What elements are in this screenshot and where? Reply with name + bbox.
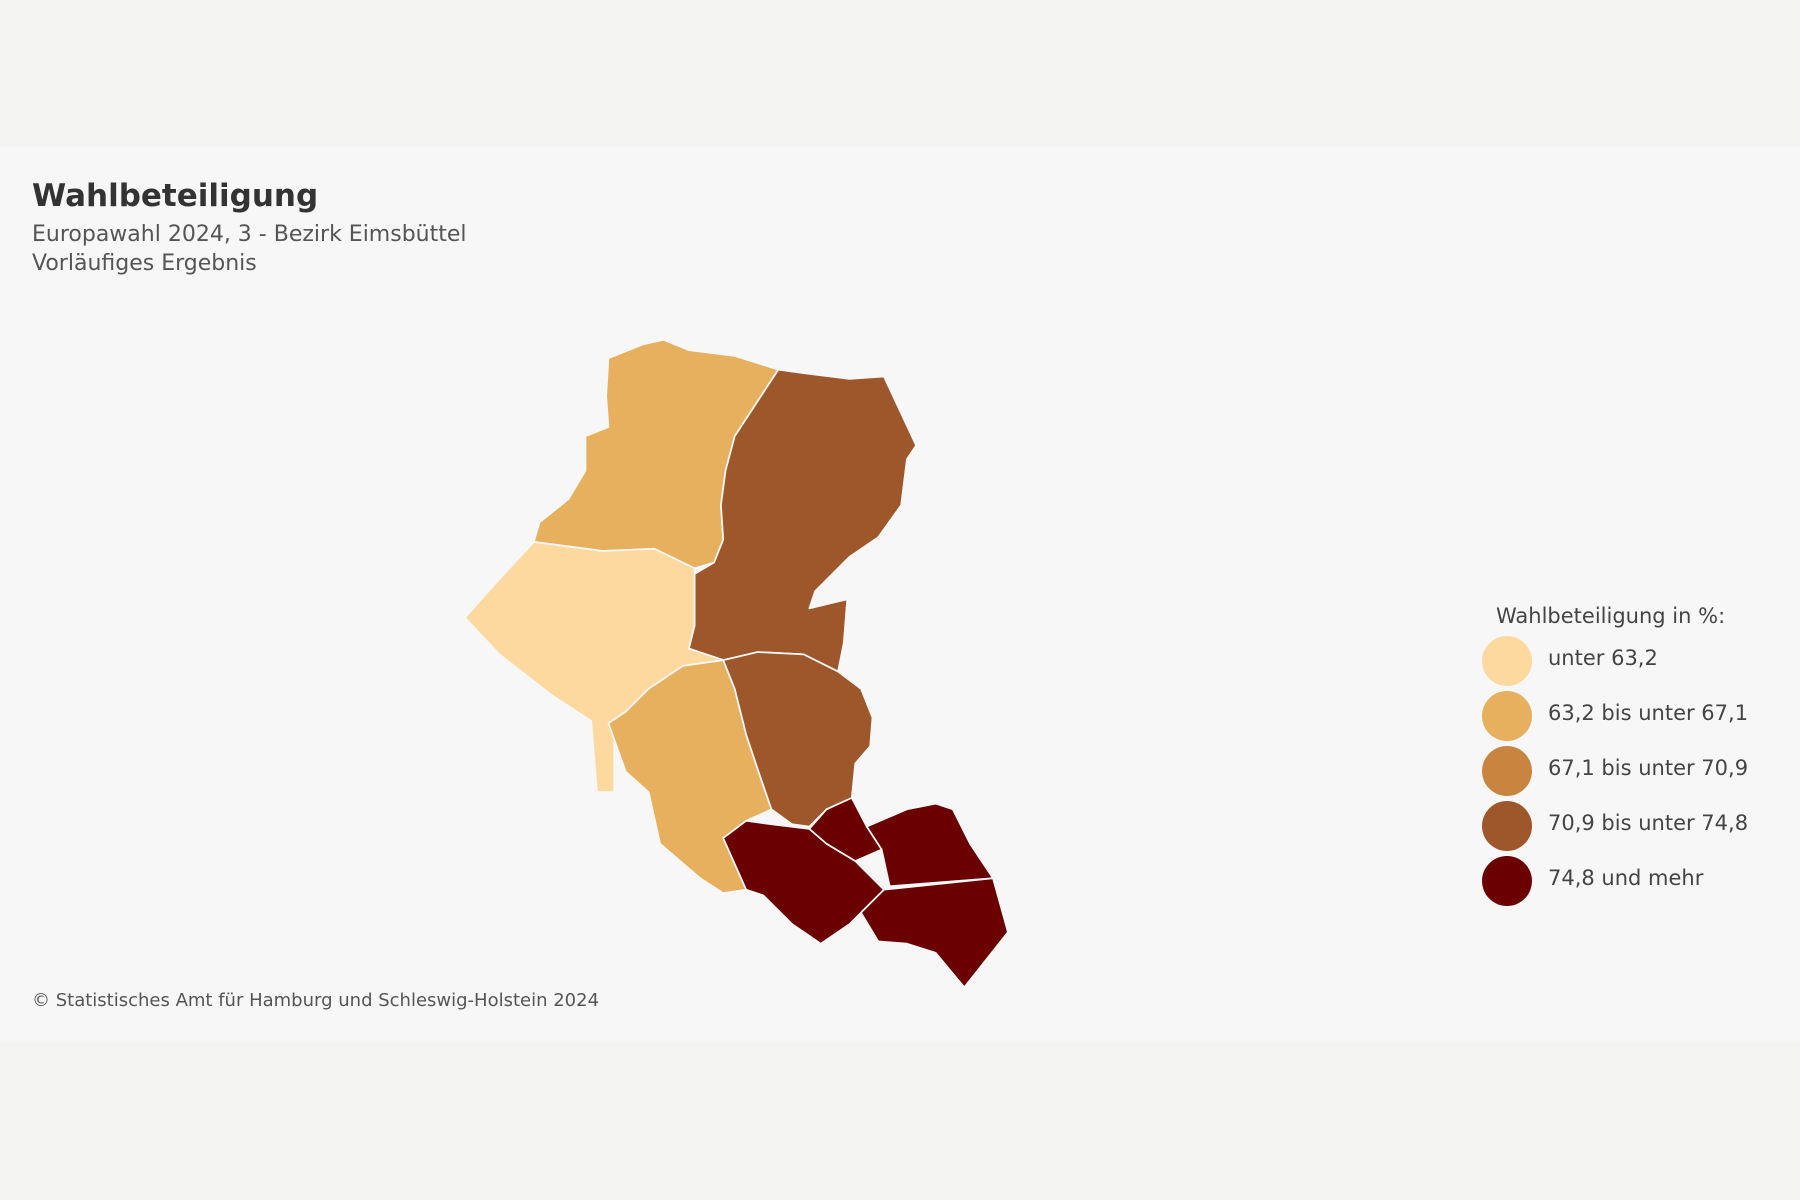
legend-label: 63,2 bis unter 67,1 bbox=[1548, 701, 1749, 725]
legend-swatch bbox=[1482, 691, 1532, 741]
note: Vorläufiges Ergebnis bbox=[32, 251, 257, 276]
title: Wahlbeteiligung bbox=[32, 178, 319, 214]
district bbox=[532, 338, 780, 570]
legend: Wahlbeteiligung in %: unter 63,2 63,2 bis… bbox=[1480, 600, 1780, 920]
legend-label: 70,9 bis unter 74,8 bbox=[1548, 811, 1749, 835]
legend-swatch bbox=[1482, 801, 1532, 851]
footer: © Statistisches Amt für Hamburg und Schl… bbox=[32, 990, 600, 1011]
district bbox=[865, 802, 994, 888]
legend-swatch bbox=[1482, 746, 1532, 796]
legend-swatch bbox=[1482, 636, 1532, 686]
district bbox=[860, 877, 1009, 989]
district bbox=[687, 368, 917, 673]
legend-title: Wahlbeteiligung in %: bbox=[1496, 604, 1726, 628]
subtitle: Europawahl 2024, 3 - Bezirk Eimsbüttel bbox=[32, 222, 467, 247]
legend-label: unter 63,2 bbox=[1548, 646, 1658, 670]
legend-swatch bbox=[1482, 856, 1532, 906]
legend-label: 67,1 bis unter 70,9 bbox=[1548, 756, 1749, 780]
legend-label: 74,8 und mehr bbox=[1548, 866, 1704, 890]
